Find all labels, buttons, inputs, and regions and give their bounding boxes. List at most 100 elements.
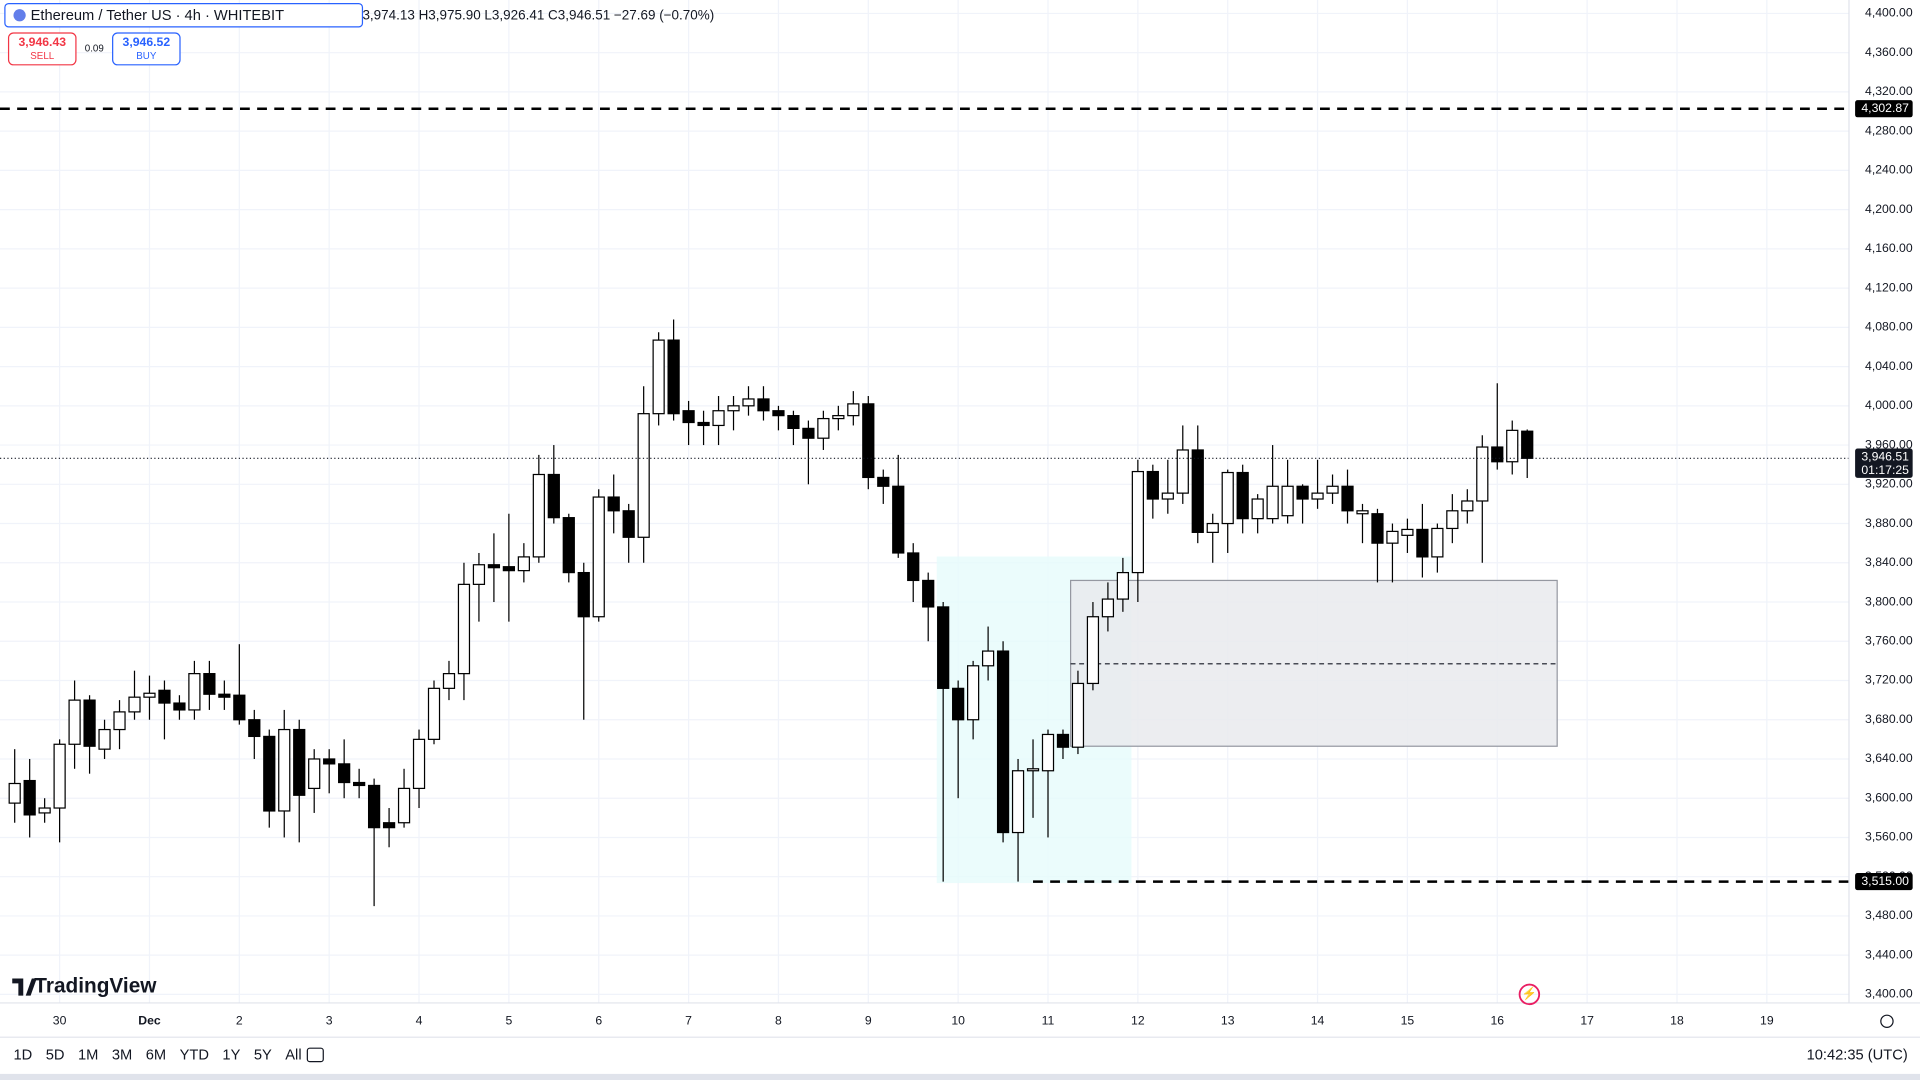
candle-down (577, 571, 590, 618)
y-tick-label: 3,840.00 (1865, 555, 1913, 569)
candle-down (1296, 485, 1309, 500)
candle-up (1281, 485, 1294, 517)
buy-label[interactable]: BUY (136, 51, 157, 62)
level-tag (1855, 100, 1913, 118)
candle-up (847, 403, 860, 417)
x-tick-label: 4 (416, 1014, 423, 1028)
brand-logo (12, 978, 37, 996)
candle-up (517, 556, 530, 572)
candle-down (1146, 470, 1159, 500)
x-tick-label: 5 (505, 1014, 512, 1028)
y-tick-label: 3,440.00 (1865, 947, 1913, 961)
candle-up (278, 728, 291, 812)
candle-down (1371, 513, 1384, 544)
candle-down (922, 579, 935, 608)
y-tick-label: 3,720.00 (1865, 673, 1913, 687)
candle-down (173, 702, 186, 711)
candle-up (113, 711, 126, 731)
x-tick-label: 3 (326, 1014, 333, 1028)
candle-down (248, 719, 261, 738)
alert-icon[interactable] (1518, 983, 1541, 1006)
range-button[interactable]: 1Y (222, 1047, 240, 1063)
candle-up (1311, 492, 1324, 500)
sell-price[interactable]: 3,946.43 (18, 35, 66, 49)
candle-down (697, 421, 710, 427)
range-button[interactable]: YTD (180, 1047, 209, 1063)
y-tick-label: 3,760.00 (1865, 633, 1913, 647)
candle-up (1116, 571, 1130, 600)
settings-icon[interactable] (1880, 1014, 1894, 1029)
candle-up (1131, 470, 1144, 574)
y-tick-label: 3,880.00 (1865, 516, 1913, 530)
candle-down (667, 339, 680, 415)
range-button[interactable]: 3M (112, 1047, 132, 1063)
candle-up (442, 673, 456, 689)
range-button[interactable]: All (285, 1047, 301, 1063)
candle-up (1101, 598, 1115, 618)
candle-up (1011, 770, 1025, 834)
sell-label[interactable]: SELL (30, 51, 55, 62)
date-range-icon[interactable] (306, 1047, 324, 1063)
spread: 0.09 (85, 44, 104, 55)
candle-up (427, 687, 441, 740)
range-button[interactable]: 6M (146, 1047, 166, 1063)
candle-down (622, 510, 635, 538)
y-tick-label: 4,040.00 (1865, 359, 1913, 373)
candle-down (83, 699, 96, 747)
x-tick-label: 14 (1311, 1014, 1325, 1028)
x-tick-label: 16 (1490, 1014, 1504, 1028)
range-button[interactable]: 5Y (254, 1047, 272, 1063)
candle-up (68, 699, 81, 745)
candle-down (877, 476, 890, 487)
brand: TradingView (34, 975, 157, 998)
candle-up (532, 473, 545, 558)
candle-up (412, 738, 426, 790)
candle-up (981, 650, 995, 667)
symbol-title[interactable]: Ethereum / Tether US · 4h · WHITEBIT (31, 8, 284, 24)
y-tick-label: 4,280.00 (1865, 123, 1913, 137)
candle-down (907, 552, 920, 582)
last-price-label: 3,946.51 (1861, 449, 1909, 463)
candle-up (1506, 429, 1519, 463)
candle-up (1386, 530, 1399, 544)
y-tick-label: 4,320.00 (1865, 84, 1913, 98)
candle-down (293, 728, 306, 796)
range-button[interactable]: 1M (78, 1047, 98, 1063)
y-tick-label: 4,400.00 (1865, 6, 1913, 20)
candle-up (1176, 449, 1189, 494)
level-tag-label: 4,302.87 (1861, 101, 1909, 115)
candle-down (1056, 733, 1070, 748)
candle-up (727, 405, 740, 412)
buy-price[interactable]: 3,946.52 (123, 35, 171, 49)
candle-up (1161, 492, 1174, 500)
candle-down (502, 566, 516, 572)
candle-down (952, 687, 965, 721)
candle-down (547, 473, 560, 519)
candle-down (562, 517, 575, 574)
candle-up (1041, 733, 1055, 772)
x-tick-label: 8 (775, 1014, 782, 1028)
x-tick-label: 9 (865, 1014, 872, 1028)
candle-up (1071, 682, 1085, 748)
y-tick-label: 3,920.00 (1865, 477, 1913, 491)
x-tick-label: 7 (685, 1014, 692, 1028)
symbol-box[interactable] (4, 3, 364, 28)
range-button[interactable]: 1D (13, 1047, 32, 1063)
y-tick-label: 4,360.00 (1865, 45, 1913, 59)
y-tick-label: 4,160.00 (1865, 241, 1913, 255)
candle-up (832, 415, 845, 420)
candle-up (128, 696, 141, 713)
candle-up (457, 583, 471, 675)
range-button[interactable]: 5D (46, 1047, 65, 1063)
buy-button[interactable] (112, 32, 181, 66)
candle-down (772, 410, 785, 417)
candle-down (682, 410, 695, 424)
countdown: 01:17:25 (1861, 463, 1909, 477)
candle-down (1236, 471, 1249, 520)
x-tick-label: 12 (1131, 1014, 1145, 1028)
sell-button[interactable] (7, 32, 77, 66)
x-tick-label: 10 (951, 1014, 965, 1028)
candle-up (592, 496, 605, 618)
